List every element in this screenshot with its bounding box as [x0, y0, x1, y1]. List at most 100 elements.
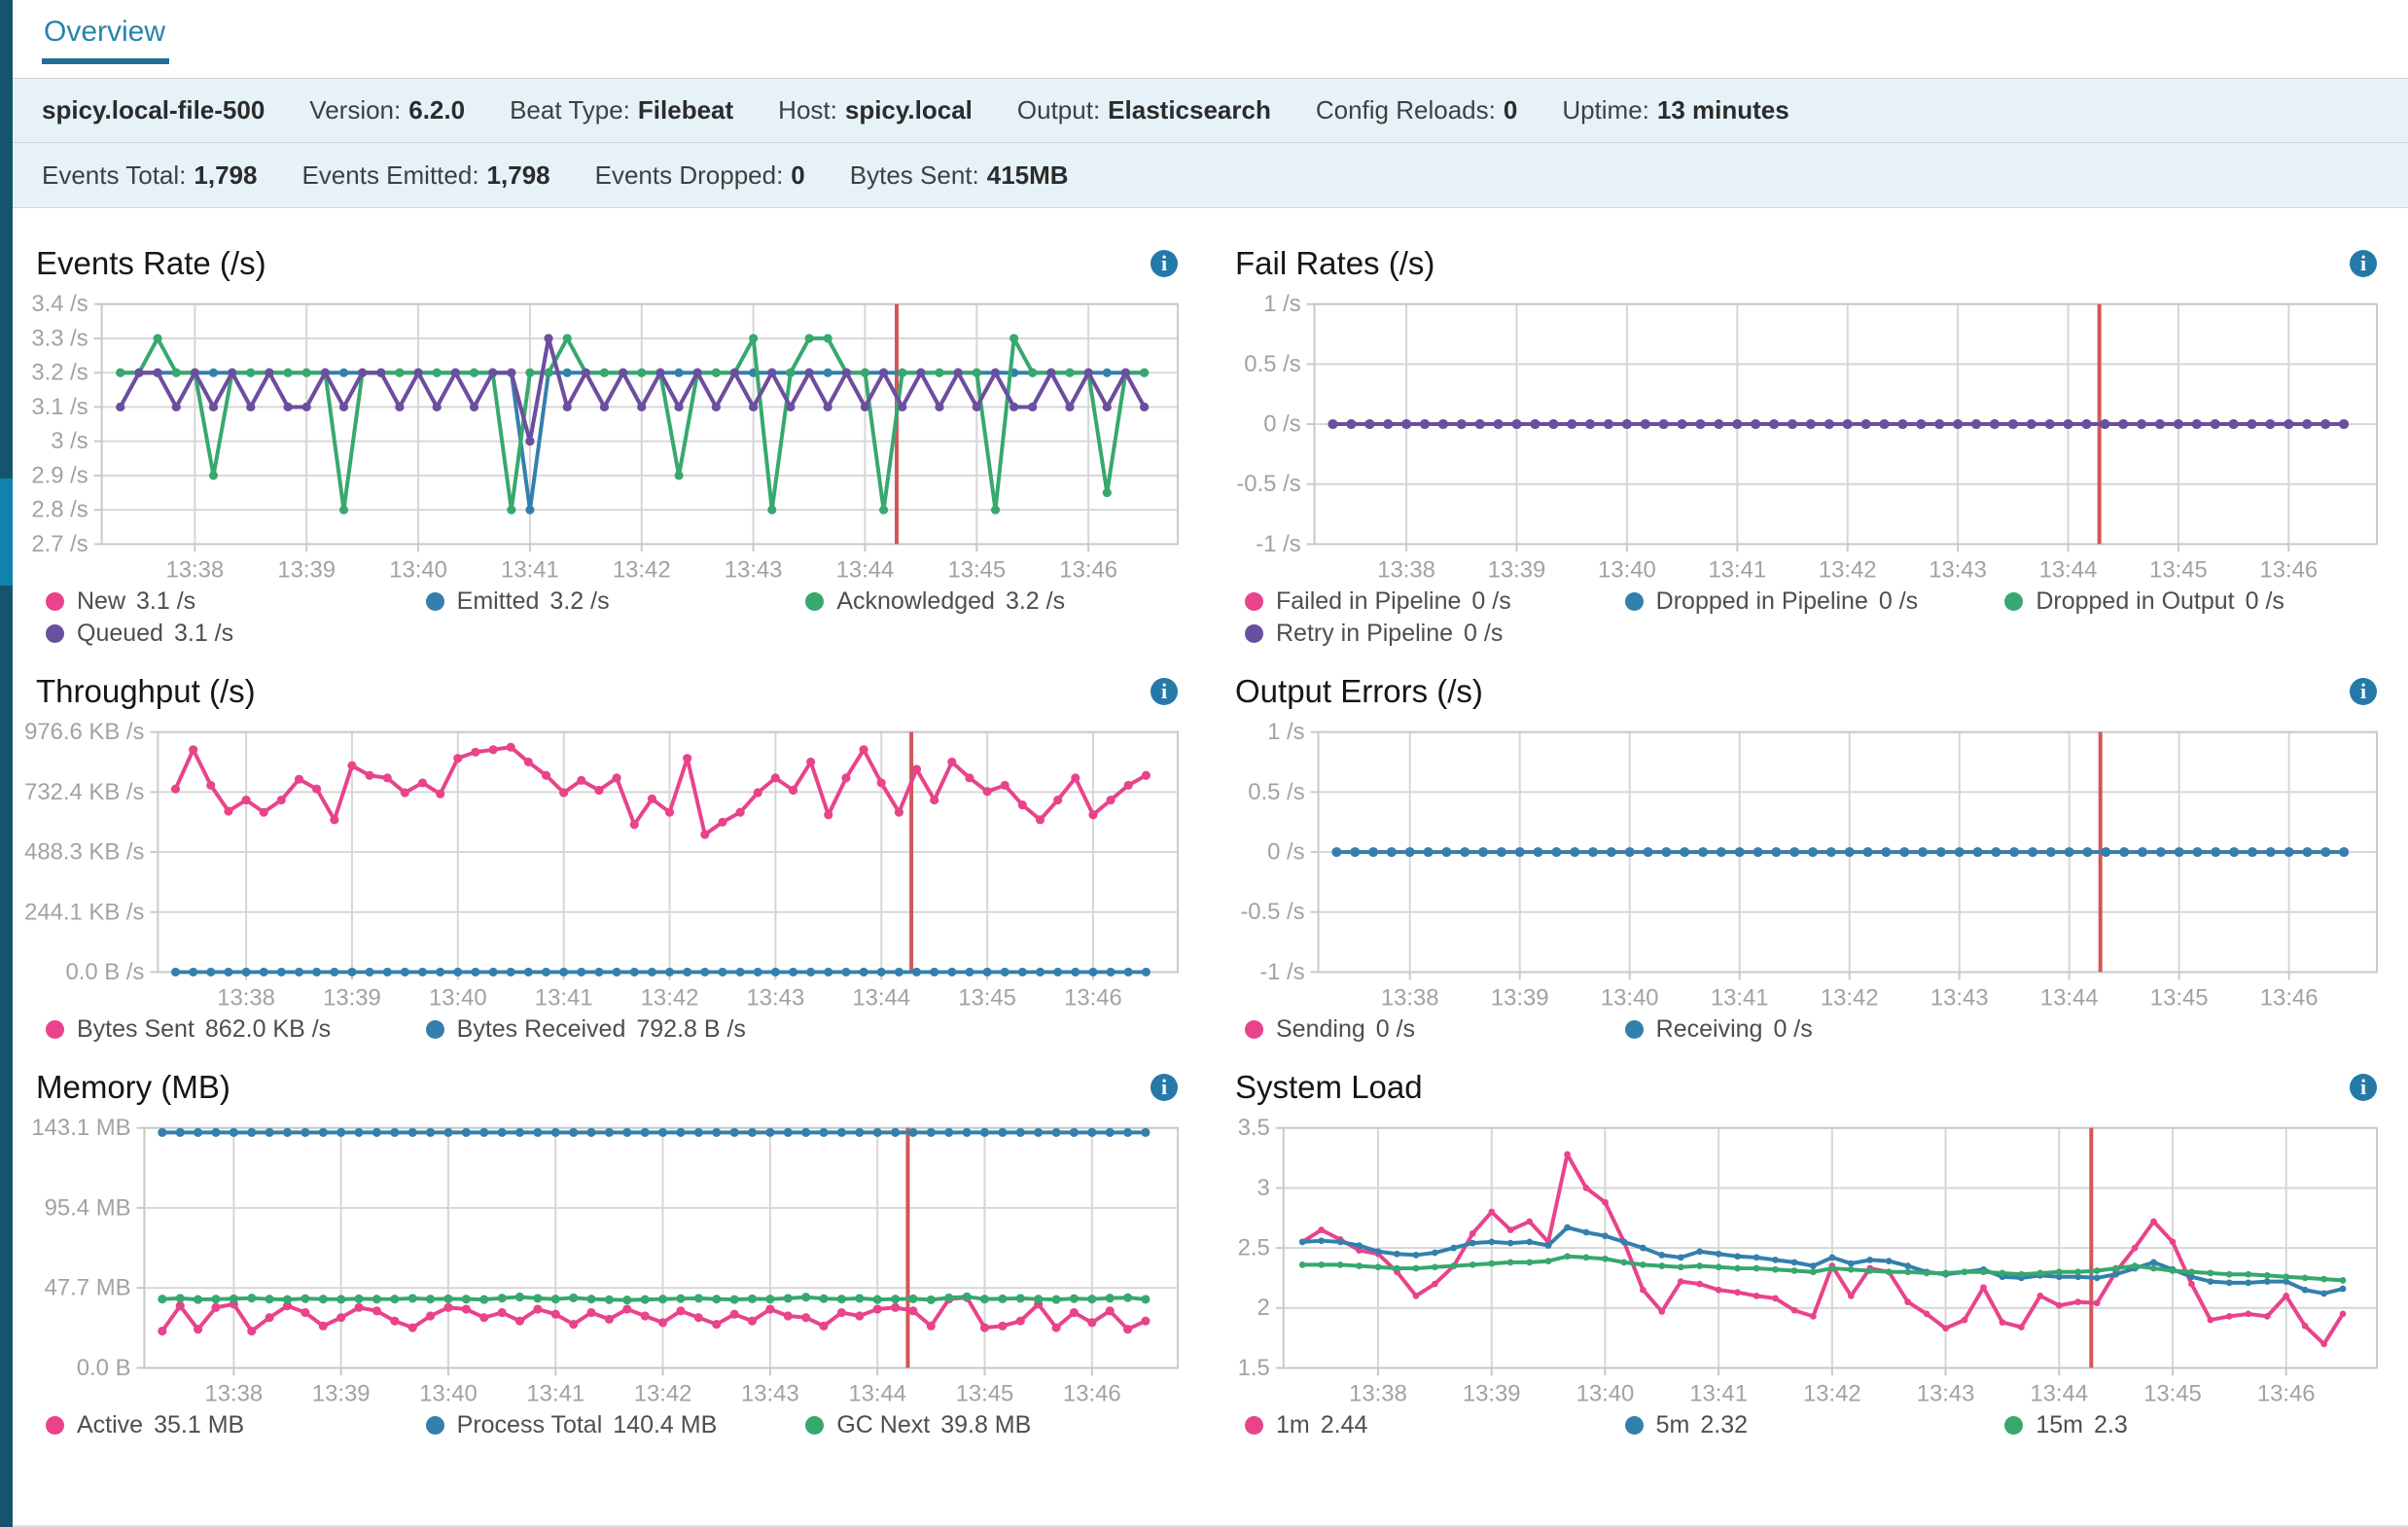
legend-item-new: New 3.1 /s — [46, 587, 426, 616]
info-icon[interactable]: i — [2350, 250, 2377, 277]
legend-dot — [46, 624, 64, 643]
legend-value: 3.1 /s — [173, 620, 234, 647]
legend-label: Failed in Pipeline — [1276, 587, 1462, 615]
legend-dot — [46, 592, 64, 611]
svg-text:3.3 /s: 3.3 /s — [31, 325, 88, 351]
chart-title-fail_rates: Fail Rates (/s) — [1235, 245, 1435, 281]
legend-value: 0 /s — [1773, 1015, 1813, 1043]
svg-text:0.0 B /s: 0.0 B /s — [66, 959, 145, 985]
svg-text:13:40: 13:40 — [419, 1380, 478, 1406]
svg-text:13:40: 13:40 — [1598, 556, 1656, 583]
legend-item-retry-in-pipeline: Retry in Pipeline 0 /s — [1245, 620, 1625, 648]
legend-value: 0 /s — [1878, 587, 1919, 615]
stats-item-1: Events Emitted: 1,798 — [301, 160, 549, 191]
svg-text:13:44: 13:44 — [852, 984, 910, 1011]
info-icon[interactable]: i — [1151, 250, 1178, 277]
left-nav-rail[interactable] — [0, 0, 13, 1527]
svg-text:3.5: 3.5 — [1238, 1115, 1270, 1141]
svg-text:13:42: 13:42 — [641, 984, 699, 1011]
chart-panel-throughput: Throughput (/s) i 976.6 KB /s 732.4 KB /s 48… — [24, 665, 1186, 1044]
svg-text:13:40: 13:40 — [389, 556, 447, 583]
svg-text:13:39: 13:39 — [312, 1380, 371, 1406]
chart-legend: Sending 0 /s Receiving 0 /s — [1235, 1015, 2385, 1044]
chart-plot-output_errors[interactable]: 1 /s 0.5 /s 0 /s -0.5 /s -1 /s 13:38 13:39 13:4… — [1235, 718, 2385, 1011]
chart-plot-system_load[interactable]: 3.5 3 2.5 2 1.5 13:38 13:39 13:40 13:41 13:42 13:4… — [1235, 1114, 2385, 1406]
svg-text:3.1 /s: 3.1 /s — [31, 394, 88, 420]
svg-text:13:42: 13:42 — [1819, 556, 1877, 583]
info-icon[interactable]: i — [1151, 1074, 1178, 1101]
svg-text:13:42: 13:42 — [1821, 984, 1879, 1011]
svg-text:143.1 MB: 143.1 MB — [31, 1115, 130, 1141]
legend-item-process-total: Process Total 140.4 MB — [425, 1411, 806, 1439]
summary-label: Host: — [778, 95, 837, 124]
svg-text:244.1 KB /s: 244.1 KB /s — [24, 899, 144, 925]
svg-text:13:45: 13:45 — [947, 556, 1006, 583]
info-icon[interactable]: i — [2350, 1074, 2377, 1101]
info-icon[interactable]: i — [2350, 678, 2377, 705]
summary-label: Events Emitted: — [301, 160, 479, 190]
legend-label: 1m — [1276, 1411, 1310, 1438]
svg-text:1 /s: 1 /s — [1263, 291, 1301, 317]
legend-label: 5m — [1655, 1411, 1690, 1438]
chart-header: Fail Rates (/s) i — [1235, 237, 2385, 290]
svg-text:13:40: 13:40 — [1576, 1380, 1635, 1406]
summary-value: Filebeat — [637, 95, 734, 124]
svg-text:95.4 MB: 95.4 MB — [45, 1194, 131, 1221]
summary-value: 1,798 — [486, 160, 550, 190]
svg-text:13:45: 13:45 — [2149, 556, 2208, 583]
chart-plot-throughput[interactable]: 976.6 KB /s 732.4 KB /s 488.3 KB /s 244.1 K… — [24, 718, 1186, 1011]
info-icon[interactable]: i — [1151, 678, 1178, 705]
svg-text:13:39: 13:39 — [1463, 1380, 1521, 1406]
series-line-active — [159, 1296, 1148, 1333]
svg-text:13:43: 13:43 — [1917, 1380, 1975, 1406]
chart-plot-fail_rates[interactable]: 1 /s 0.5 /s 0 /s -0.5 /s -1 /s 13:38 13:39 13:4… — [1235, 290, 2385, 583]
summary-value: Elasticsearch — [1108, 95, 1271, 124]
legend-value: 3.2 /s — [549, 587, 610, 615]
tabs-row: Overview — [13, 0, 2408, 78]
svg-text:13:46: 13:46 — [1063, 1380, 1121, 1406]
legend-dot — [46, 1020, 64, 1039]
legend-value: 2.32 — [1700, 1411, 1749, 1438]
legend-item-active: Active 35.1 MB — [46, 1411, 426, 1439]
svg-text:3 /s: 3 /s — [51, 428, 89, 454]
legend-label: Sending — [1276, 1015, 1365, 1043]
svg-text:13:38: 13:38 — [1377, 556, 1435, 583]
legend-item-failed-in-pipeline: Failed in Pipeline 0 /s — [1245, 587, 1625, 616]
svg-text:2.7 /s: 2.7 /s — [31, 531, 88, 557]
legend-dot — [1624, 1020, 1644, 1039]
legend-value: 2.3 — [2093, 1411, 2128, 1438]
tab-overview[interactable]: Overview — [42, 16, 170, 64]
summary-item-0: spicy.local-file-500 — [42, 95, 265, 125]
svg-text:13:42: 13:42 — [1803, 1380, 1861, 1406]
legend-dot — [1245, 1020, 1263, 1039]
legend-value: 3.1 /s — [136, 587, 196, 615]
chart-legend: Active 35.1 MB Process Total 140.4 MB GC Nex… — [36, 1411, 1186, 1439]
legend-label: Process Total — [456, 1411, 603, 1438]
nav-rail-thumb[interactable] — [0, 479, 13, 586]
svg-text:13:45: 13:45 — [958, 984, 1016, 1011]
legend-dot — [1624, 1416, 1644, 1435]
svg-text:13:41: 13:41 — [501, 556, 559, 583]
legend-label: Acknowledged — [836, 587, 995, 615]
legend-dot — [1624, 592, 1644, 611]
legend-item-queued: Queued 3.1 /s — [46, 620, 426, 648]
svg-text:13:45: 13:45 — [2150, 984, 2209, 1011]
beats-overview-page: Overview spicy.local-file-500 Version: 6.2… — [13, 0, 2408, 1439]
svg-text:13:46: 13:46 — [2260, 984, 2319, 1011]
stats-item-0: Events Total: 1,798 — [42, 160, 257, 191]
legend-label: 15m — [2036, 1411, 2083, 1438]
svg-text:0 /s: 0 /s — [1263, 411, 1301, 438]
svg-text:0.0 B: 0.0 B — [77, 1355, 131, 1381]
summary-value: 0 — [1503, 95, 1518, 124]
stats-item-3: Bytes Sent: 415MB — [850, 160, 1069, 191]
summary-label: Output: — [1016, 95, 1101, 124]
legend-dot — [2004, 1416, 2024, 1435]
chart-plot-memory[interactable]: 143.1 MB 95.4 MB 47.7 MB 0.0 B 13:38 13:39 13:… — [31, 1114, 1186, 1406]
svg-text:1 /s: 1 /s — [1267, 719, 1305, 745]
chart-legend: 1m 2.44 5m 2.32 15m 2.3 — [1235, 1411, 2385, 1439]
legend-item-dropped-in-output: Dropped in Output 0 /s — [2004, 587, 2385, 616]
svg-text:13:46: 13:46 — [1059, 556, 1117, 583]
chart-plot-events_rate[interactable]: 3.4 /s 3.3 /s 3.2 /s 3.1 /s 3 /s 2.9 /s 2.8 /s… — [31, 290, 1186, 583]
legend-label: New — [77, 587, 126, 615]
legend-dot — [1245, 592, 1263, 611]
